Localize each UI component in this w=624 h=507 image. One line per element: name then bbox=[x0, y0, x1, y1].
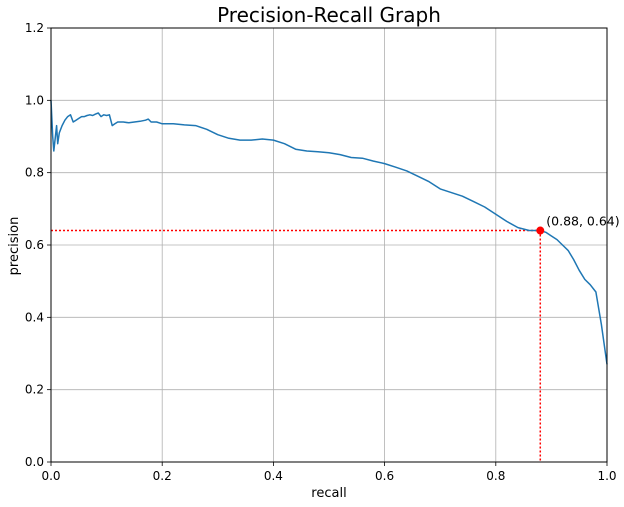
x-tick-label: 0.8 bbox=[486, 469, 505, 483]
chart-title: Precision-Recall Graph bbox=[217, 3, 441, 27]
y-tick-label: 0.0 bbox=[25, 455, 44, 469]
x-axis-ticks: 0.0 0.2 0.4 0.6 0.8 1.0 bbox=[41, 462, 617, 483]
y-tick-label: 0.2 bbox=[25, 383, 44, 397]
x-axis-label: recall bbox=[311, 486, 346, 501]
y-tick-label: 1.0 bbox=[25, 93, 44, 107]
y-tick-label: 0.8 bbox=[25, 166, 44, 180]
y-axis-ticks: 0.0 0.2 0.4 0.6 0.8 1.0 1.2 bbox=[25, 21, 51, 469]
grid-lines bbox=[50, 27, 608, 463]
x-tick-label: 0.4 bbox=[264, 469, 283, 483]
x-tick-label: 0.0 bbox=[41, 469, 60, 483]
reference-lines bbox=[51, 229, 542, 462]
x-tick-label: 0.6 bbox=[375, 469, 394, 483]
x-tick-label: 0.2 bbox=[153, 469, 172, 483]
series-line bbox=[50, 100, 608, 365]
x-tick-label: 1.0 bbox=[597, 469, 616, 483]
highlight-annotation: (0.88, 0.64) bbox=[546, 214, 619, 229]
y-tick-label: 0.6 bbox=[25, 238, 44, 252]
y-axis-label: precision bbox=[7, 217, 22, 276]
highlight-point bbox=[536, 226, 545, 235]
y-tick-label: 0.4 bbox=[25, 310, 44, 324]
y-tick-label: 1.2 bbox=[25, 21, 44, 35]
